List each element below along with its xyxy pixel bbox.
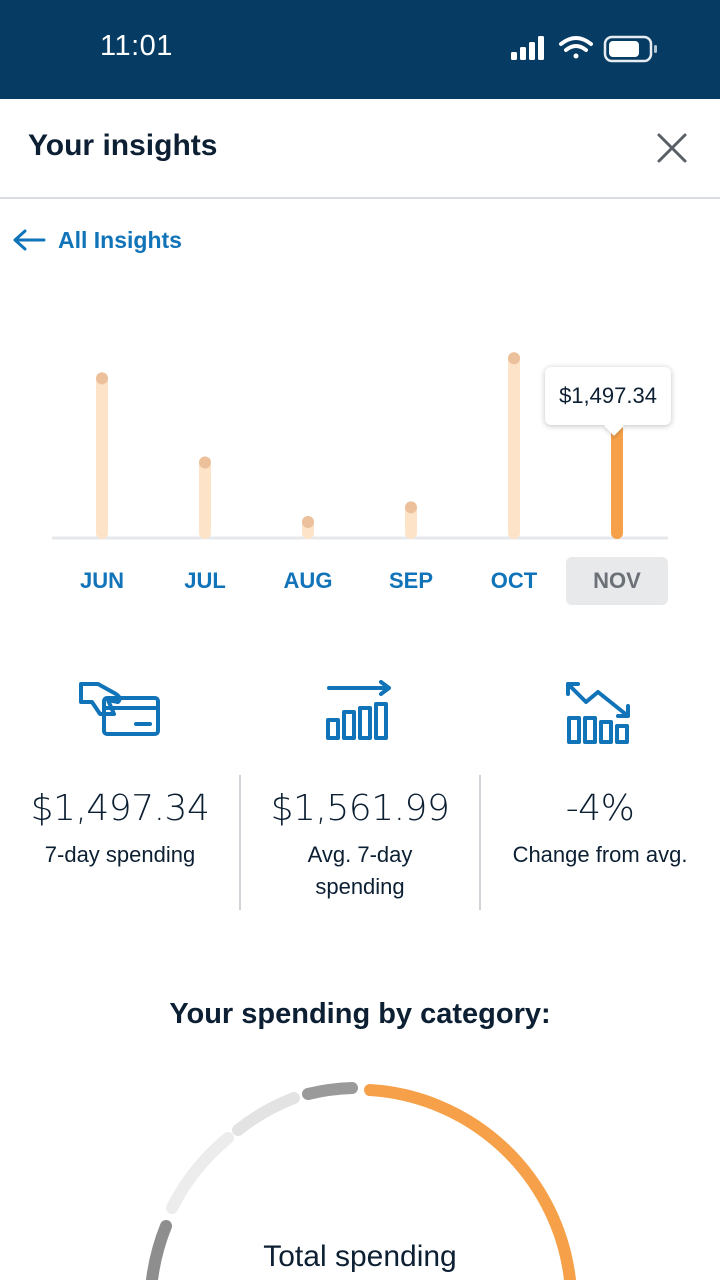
stat-7day-spending: $1,497.34 7-day spending [0, 680, 240, 871]
tab-aug[interactable]: AUG [283, 568, 333, 593]
close-icon[interactable] [652, 128, 692, 168]
bar-dot-sep [405, 501, 417, 514]
bar-dot-jul [199, 456, 211, 469]
tab-nov[interactable]: NOV [566, 557, 668, 605]
stat-change-from-avg: -4% Change from avg. [480, 680, 720, 871]
header: Your insights [0, 99, 720, 199]
chart-tooltip: $1,497.34 [545, 367, 671, 425]
signal-icon [511, 36, 544, 60]
divider [479, 775, 481, 910]
stat-label: Change from avg. [512, 842, 688, 867]
all-insights-label: All Insights [58, 226, 182, 253]
donut-segment-light [232, 1092, 300, 1136]
divider [239, 775, 241, 910]
battery-icon [603, 35, 657, 63]
card-payment-icon [79, 682, 160, 736]
bar-dot-oct [508, 352, 520, 365]
donut-segment-gray [302, 1082, 358, 1100]
status-bar: 11:01 [0, 0, 720, 99]
total-spending-label: Total spending [263, 1240, 457, 1273]
stat-label: Avg. 7-day spending [307, 842, 413, 899]
spending-chart [52, 352, 668, 540]
stats-row: $1,497.34 7-day spending $1,561.99 Avg. … [0, 680, 720, 920]
tab-jul[interactable]: JUL [184, 568, 226, 593]
stat-value: -4% [565, 788, 635, 829]
bar-trend-down-icon [566, 682, 630, 744]
all-insights-link[interactable]: All Insights [12, 222, 182, 258]
donut-segment-lighter [166, 1132, 234, 1214]
bar-dot-aug [302, 516, 314, 529]
category-donut [146, 1082, 576, 1280]
page-title: Your insights [28, 129, 218, 162]
status-icons [511, 35, 657, 63]
wifi-icon [559, 36, 593, 59]
stat-value: $1,497.34 [30, 788, 210, 829]
bar-dot-jun [96, 372, 108, 385]
stat-label: 7-day spending [44, 842, 196, 867]
tab-jun[interactable]: JUN [79, 568, 124, 593]
arrow-left-icon [13, 229, 46, 251]
bar-trend-up-icon [326, 680, 391, 740]
donut-segment-gray [146, 1220, 172, 1280]
category-section-title: Your spending by category: [169, 998, 551, 1030]
tab-oct[interactable]: OCT [490, 568, 538, 593]
stat-value: $1,561.99 [270, 788, 450, 829]
status-time: 11:01 [100, 30, 173, 62]
stat-avg-spending: $1,561.99 Avg. 7-day spending [240, 680, 480, 903]
tab-sep[interactable]: SEP [388, 568, 434, 593]
donut-segment-orange [364, 1084, 576, 1280]
